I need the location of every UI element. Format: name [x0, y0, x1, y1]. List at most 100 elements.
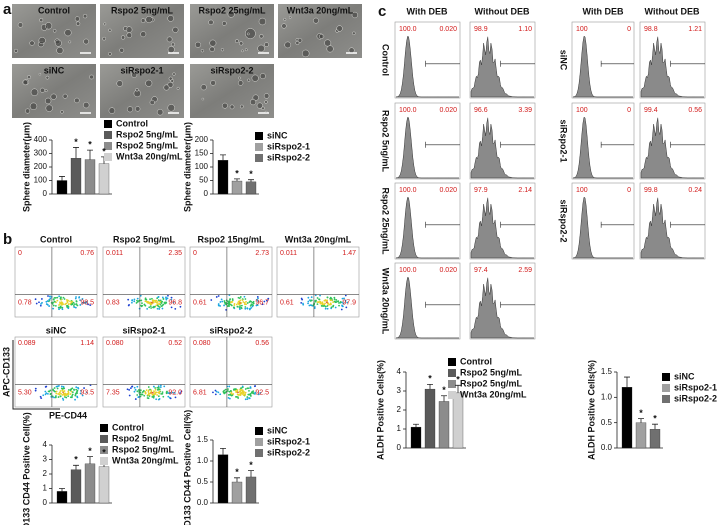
legend-label: siRspo2-2	[267, 447, 310, 457]
quadrant-value: 0.78	[18, 299, 32, 306]
y-tick-label: 1.5	[601, 367, 613, 376]
quadrant-value: 0	[18, 250, 22, 257]
flow-plot	[189, 246, 273, 318]
y-tick-label: 200	[195, 135, 209, 144]
event-dot	[49, 297, 52, 300]
event-dot	[126, 388, 129, 391]
event-dot	[217, 304, 220, 307]
event-dot	[334, 300, 336, 303]
image-label: Control	[38, 5, 70, 15]
event-dot	[53, 396, 55, 399]
sphere	[239, 41, 244, 46]
event-dot	[71, 303, 73, 306]
event-dot	[66, 392, 69, 395]
sphere	[56, 46, 64, 55]
event-dot	[239, 305, 242, 307]
gate	[600, 60, 634, 67]
y-tick-label: 1.0	[197, 456, 209, 465]
event-dot	[248, 389, 250, 392]
sphere	[30, 88, 39, 96]
y-axis-label: Sphere diameter(μm)	[21, 122, 31, 212]
event-dot	[61, 387, 64, 390]
legend-swatch	[255, 143, 263, 151]
gate	[670, 141, 705, 148]
event-dot	[244, 307, 247, 310]
sphere	[171, 42, 175, 47]
sphere	[83, 38, 90, 45]
legend-label: Rspo2 5ng/mL	[112, 444, 175, 454]
bar	[84, 463, 96, 504]
event-dot	[242, 392, 245, 395]
event-dot	[338, 304, 340, 307]
gate-value: 0.24	[688, 187, 702, 194]
quadrant-value: 96.7	[255, 299, 269, 306]
y-tick-label: 1	[43, 484, 48, 493]
event-dot	[333, 298, 336, 301]
event-dot	[300, 301, 303, 304]
event-dot	[249, 386, 252, 388]
event-dot	[151, 299, 154, 302]
y-tick-label: 3	[43, 455, 48, 464]
event-dot	[344, 294, 347, 297]
sphere	[127, 106, 134, 113]
event-dot	[254, 385, 257, 387]
event-dot	[223, 389, 226, 392]
event-dot	[74, 306, 77, 309]
event-dot	[161, 296, 164, 299]
legend-swatch	[100, 424, 108, 432]
event-dot	[250, 300, 252, 303]
bar	[231, 180, 243, 195]
sphere	[140, 18, 146, 23]
event-dot	[244, 391, 247, 394]
event-dot	[307, 296, 310, 299]
event-dot	[155, 391, 158, 394]
image-label: Rspo2 5ng/mL	[111, 5, 174, 15]
event-dot	[75, 296, 77, 298]
row-label: Rspo2 5ng/mL	[381, 110, 391, 173]
event-dot	[261, 303, 264, 306]
y-tick-label: 400	[34, 135, 48, 144]
image-label: siRspo2-1	[120, 65, 163, 75]
gate-value: 100.0	[399, 267, 417, 274]
event-dot	[134, 398, 137, 400]
quadrant-value: 0.089	[18, 340, 36, 347]
sphere	[135, 88, 139, 92]
event-dot	[330, 299, 333, 302]
quadrant-value: 2.35	[168, 250, 182, 257]
y-tick-label: 3	[397, 386, 402, 395]
event-dot	[310, 299, 313, 302]
sphere	[25, 108, 31, 114]
gate	[670, 221, 705, 228]
significance: *	[102, 447, 106, 457]
sphere	[167, 46, 175, 54]
event-dot	[141, 393, 144, 396]
event-dot	[63, 387, 66, 390]
row-label: siRspo2-1	[559, 119, 569, 162]
event-dot	[139, 294, 142, 297]
sphere	[313, 17, 319, 24]
row-label: siNC	[559, 50, 569, 71]
sphere	[163, 84, 170, 91]
event-dot	[81, 394, 84, 397]
y-tick-label: 0.0	[601, 443, 613, 452]
significance: *	[639, 408, 643, 418]
legend-label: Wnt3a 20ng/mL	[460, 389, 527, 399]
event-dot	[307, 302, 309, 305]
y-tick-label: 300	[34, 149, 48, 158]
legend-swatch	[662, 384, 670, 392]
event-dot	[341, 297, 344, 300]
gate-value: 0.020	[439, 107, 457, 114]
event-dot	[35, 302, 38, 305]
event-dot	[172, 301, 175, 304]
event-dot	[40, 303, 42, 305]
event-dot	[80, 389, 82, 392]
event-dot	[334, 306, 337, 309]
sphere	[172, 72, 176, 76]
y-tick-label: 0	[204, 189, 209, 198]
event-dot	[69, 393, 72, 395]
event-dot	[233, 306, 235, 309]
sphere	[108, 52, 112, 56]
sphere	[17, 22, 24, 28]
event-dot	[245, 300, 247, 303]
sphere	[45, 104, 53, 112]
